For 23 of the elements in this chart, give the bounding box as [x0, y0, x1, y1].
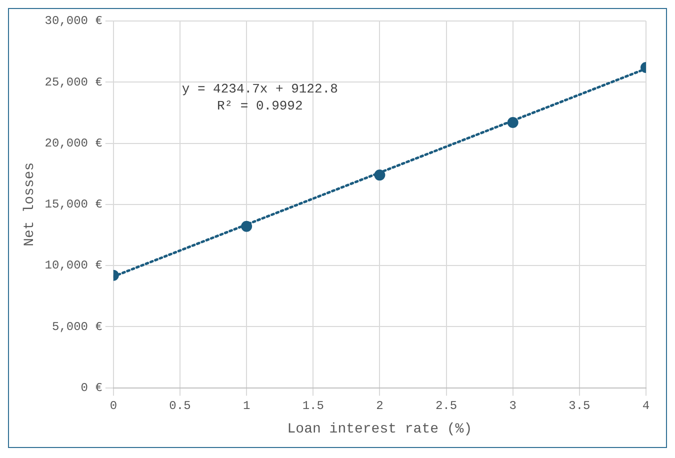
x-tick-label: 1.5: [302, 399, 324, 414]
y-tick-label: 5,000 €: [52, 320, 102, 334]
point: [507, 116, 518, 128]
y-tick-label: 25,000 €: [44, 75, 102, 90]
x-tick-label: 4: [642, 399, 650, 414]
y-axis-title: Net losses: [22, 162, 38, 246]
x-tick-label: 2: [376, 399, 384, 414]
y-tick-label: 15,000 €: [44, 198, 102, 212]
annotation: y = 4234.7x + 9122.8: [182, 81, 338, 96]
annotation: R² = 0.9992: [216, 98, 303, 114]
y-tick-label: 30,000 €: [44, 14, 102, 28]
x-axis-title: Loan interest rate (%): [287, 421, 472, 438]
x-tick-label: 0.5: [169, 399, 191, 414]
x-tick-label: 3.5: [568, 399, 590, 414]
x-tick-label: 3: [509, 399, 516, 414]
y-tick-label: 20,000 €: [44, 136, 102, 150]
point: [374, 170, 386, 181]
x-tick-label: 2.5: [435, 399, 458, 414]
point: [241, 220, 252, 232]
y-tick-label: 10,000 €: [44, 258, 102, 273]
x-tick-label: 1: [242, 399, 250, 414]
y-tick-label: 0 €: [80, 380, 102, 395]
x-tick-label: 0: [110, 399, 118, 414]
